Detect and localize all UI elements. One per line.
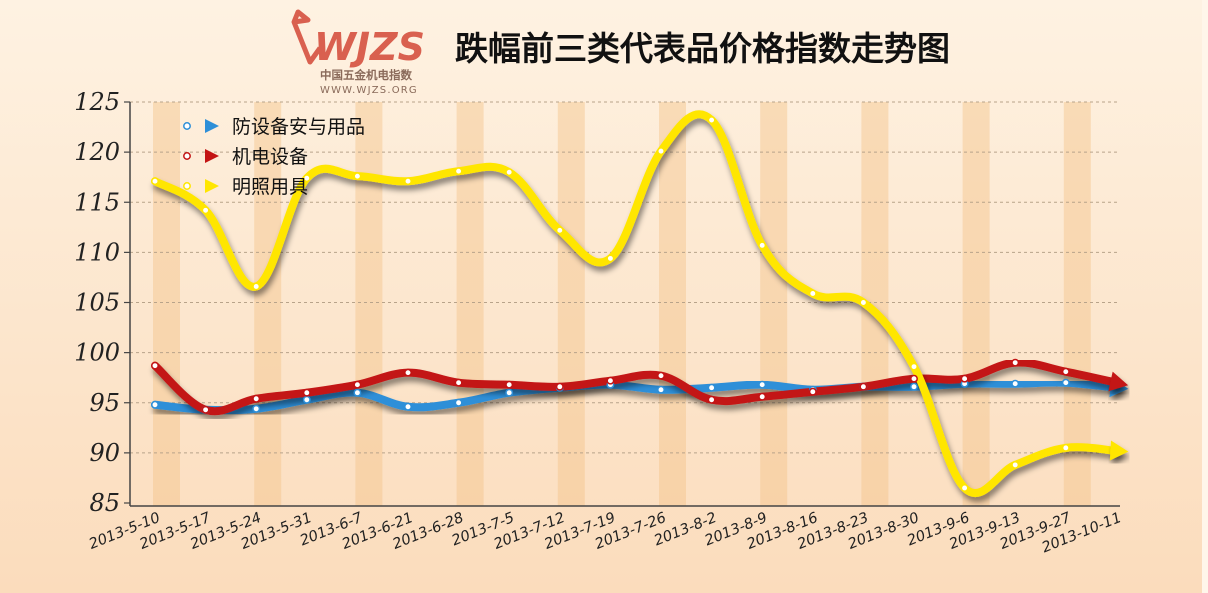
logo-arrow-icon	[291, 9, 323, 65]
background-stripe	[254, 102, 282, 506]
data-points	[151, 116, 1070, 492]
data-point	[151, 177, 159, 186]
legend-item: 明照用具	[164, 176, 308, 198]
chart-title: 跌幅前三类代表品价格指数走势图	[455, 29, 950, 68]
y-tick-label: 115	[74, 188, 120, 216]
data-point	[707, 383, 716, 392]
legend-item: 防设备安与用品	[164, 116, 365, 138]
legend-arrowhead	[205, 149, 219, 163]
y-tick-labels: 85 90 95 100 105 110 115 120 125	[74, 88, 130, 517]
data-point	[404, 368, 412, 377]
data-point	[1011, 358, 1020, 367]
y-tick-label: 90	[89, 439, 120, 467]
data-point	[252, 394, 261, 403]
legend-marker	[183, 122, 191, 130]
data-point	[808, 289, 817, 298]
series-arrowhead	[1109, 440, 1129, 461]
y-tick-label: 95	[89, 389, 120, 417]
data-point	[657, 371, 665, 380]
data-point	[404, 177, 412, 186]
data-point	[505, 380, 514, 389]
legend-marker	[183, 152, 191, 160]
data-point	[454, 167, 463, 176]
data-point	[707, 116, 716, 124]
background-stripe	[760, 102, 788, 506]
data-point	[505, 168, 514, 177]
data-point	[1061, 367, 1070, 376]
background-stripe	[659, 102, 686, 506]
data-point	[1061, 378, 1070, 387]
background-stripe	[557, 102, 585, 506]
series-line	[151, 378, 1121, 415]
data-point	[454, 398, 463, 407]
data-point	[758, 392, 767, 401]
data-point	[252, 404, 261, 413]
legend-label: 机电设备	[232, 146, 308, 168]
data-point	[606, 376, 615, 385]
data-point	[555, 226, 564, 235]
data-point	[960, 374, 969, 383]
data-point	[910, 382, 918, 391]
right-border	[1202, 0, 1208, 593]
legend-arrowhead	[205, 119, 219, 133]
y-tick-label: 100	[74, 339, 120, 367]
data-point	[201, 206, 210, 215]
y-tick-label: 120	[74, 138, 120, 166]
data-point	[404, 402, 412, 411]
data-point	[910, 374, 918, 383]
data-point	[606, 254, 615, 263]
y-tick-label: 125	[74, 88, 120, 116]
background-stripe	[1063, 102, 1091, 506]
data-point	[353, 172, 362, 181]
legend-label: 明照用具	[232, 176, 308, 198]
data-point	[910, 362, 918, 371]
logo-mark: WJZS	[314, 25, 425, 69]
data-point	[1011, 379, 1020, 388]
legend-item: 机电设备	[164, 146, 308, 168]
background-stripe	[962, 102, 990, 506]
data-point	[302, 174, 311, 183]
data-point	[859, 382, 868, 391]
background-stripe	[456, 102, 484, 506]
logo-site: WWW.WJZS.ORG	[320, 85, 418, 96]
data-point	[758, 380, 767, 389]
data-point	[353, 388, 362, 397]
data-point	[1061, 443, 1070, 452]
logo-subtitle: 中国五金机电指数	[320, 68, 412, 82]
data-point	[302, 388, 311, 397]
data-point	[151, 400, 159, 409]
background-stripe	[153, 102, 180, 506]
data-point	[707, 395, 716, 404]
data-point	[859, 298, 868, 307]
data-point	[555, 382, 564, 391]
data-point	[505, 388, 514, 397]
y-tick-label: 105	[74, 289, 120, 317]
data-point	[151, 361, 159, 370]
data-point	[657, 385, 665, 394]
data-point	[758, 241, 767, 250]
data-point	[302, 395, 311, 404]
grid	[130, 101, 1120, 454]
logo: WJZS 中国五金机电指数 WWW.WJZS.ORG	[291, 9, 425, 96]
y-tick-label: 110	[74, 238, 120, 266]
data-point	[808, 387, 817, 396]
data-point	[353, 380, 362, 389]
data-point	[1011, 460, 1020, 469]
background-stripe	[355, 102, 383, 506]
legend-marker	[183, 182, 191, 190]
data-point	[960, 484, 969, 492]
legend-arrowhead	[205, 179, 219, 193]
data-point	[252, 282, 261, 291]
legend-label: 防设备安与用品	[232, 116, 365, 138]
series-arrowhead	[1108, 371, 1129, 392]
data-point	[657, 147, 665, 156]
data-point	[454, 378, 463, 387]
data-point	[201, 405, 210, 414]
y-tick-label: 85	[89, 489, 120, 517]
